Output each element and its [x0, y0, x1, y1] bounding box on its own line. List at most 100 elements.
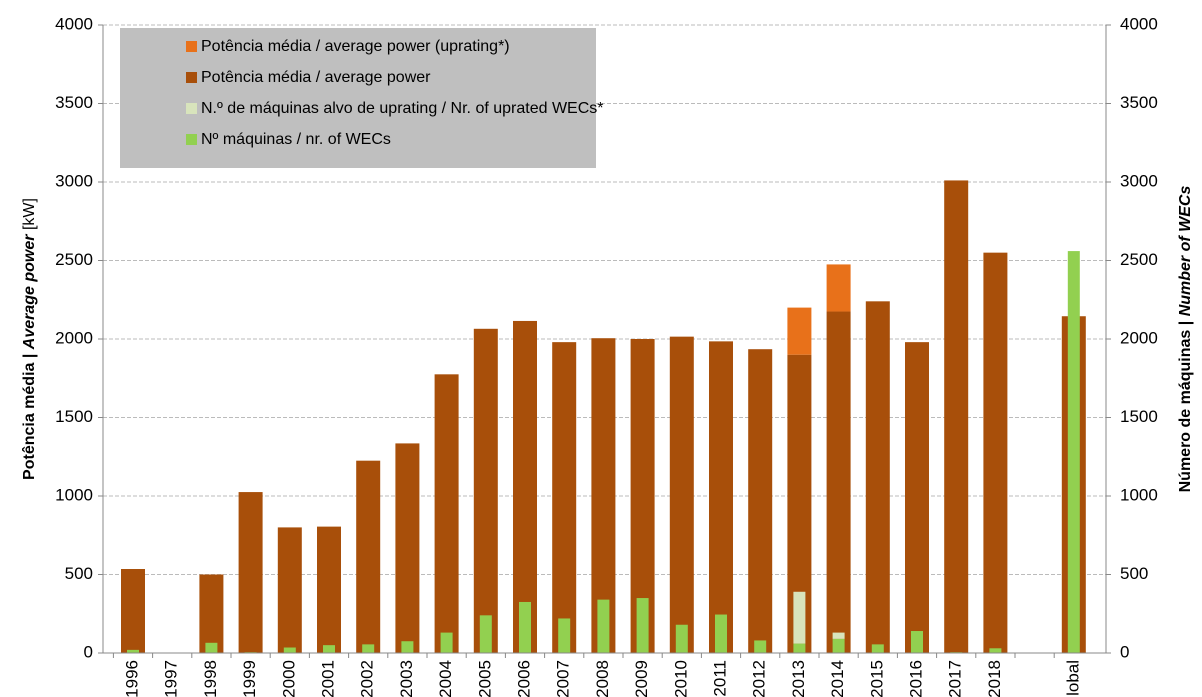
x-tick-label: 2008: [593, 660, 612, 697]
bar: [199, 574, 224, 653]
x-tick-label: 2004: [436, 660, 455, 697]
bar: [121, 569, 145, 653]
x-tick-label: 2014: [828, 660, 847, 697]
bar: [127, 649, 139, 653]
y-tick-label: 3500: [55, 93, 93, 112]
legend-label: N.º de máquinas alvo de uprating / Nr. o…: [201, 100, 604, 117]
x-tick-label: 2005: [475, 660, 494, 697]
x-tick-label: 2010: [671, 660, 690, 697]
legend-label: Nº máquinas / nr. of WECs: [201, 131, 391, 148]
x-tick-label: Global: [1063, 660, 1082, 697]
y2-tick-label: 2000: [1120, 328, 1158, 347]
legend-box: [120, 28, 596, 168]
legend-swatch: [186, 134, 197, 145]
bar: [401, 641, 414, 653]
bar: [709, 341, 733, 653]
bar: [317, 526, 341, 653]
y2-axis-title: Número de máquinas | Number of WECs: [1177, 186, 1194, 493]
x-tick-label: 2009: [632, 660, 651, 697]
bar: [636, 598, 649, 653]
bar: [277, 527, 302, 653]
bar: [205, 642, 218, 653]
y-tick-label: 2000: [55, 328, 93, 347]
legend-swatch: [186, 41, 197, 52]
y-axis-title: Potência média | Average power [kW]: [21, 198, 38, 480]
bar: [362, 644, 375, 653]
y2-tick-label: 500: [1120, 564, 1148, 583]
y2-tick-label: 3000: [1120, 171, 1158, 190]
bar: [871, 644, 884, 653]
x-tick-label: 2018: [985, 660, 1004, 697]
bar: [1067, 251, 1080, 653]
bar: [793, 643, 806, 653]
legend-label: Potência média / average power (uprating…: [201, 38, 510, 55]
y-tick-label: 1500: [55, 407, 93, 426]
x-tick-label: 2011: [710, 660, 729, 697]
legend-swatch: [186, 72, 197, 83]
bar: [865, 301, 890, 653]
y2-title-part: Number of WECs: [1177, 186, 1194, 317]
bar: [669, 336, 694, 653]
y-title-part: Potência média |: [21, 349, 38, 480]
bar: [440, 632, 453, 653]
bar: [597, 599, 610, 653]
y-title-part: Average power: [21, 234, 38, 350]
y2-tick-label: 4000: [1120, 14, 1158, 33]
y2-title-part: Número de máquinas |: [1177, 316, 1194, 492]
bar: [323, 645, 335, 653]
bar: [793, 591, 806, 644]
legend-label: Potência média / average power: [201, 69, 431, 86]
bar: [905, 342, 929, 653]
bar: [983, 252, 1008, 653]
x-tick-label: 2007: [554, 660, 573, 697]
bar: [473, 328, 498, 653]
y2-tick-label: 2500: [1120, 250, 1158, 269]
bar: [826, 264, 851, 312]
x-tick-label: 1997: [162, 660, 181, 697]
y-tick-label: 0: [84, 642, 93, 661]
x-tick-label: 2012: [750, 660, 769, 697]
bar: [826, 311, 851, 653]
bar: [395, 443, 420, 653]
x-tick-label: 2016: [906, 660, 925, 697]
bar: [675, 624, 688, 653]
bar: [519, 601, 531, 653]
bar: [754, 640, 767, 653]
bar: [911, 631, 923, 653]
bar: [356, 460, 381, 653]
x-tick-label: 2002: [358, 660, 377, 697]
bar: [832, 638, 845, 653]
bar: [787, 307, 812, 355]
x-tick-label: 2001: [318, 660, 337, 697]
bar: [238, 492, 263, 653]
legend: Potência média / average power (uprating…: [120, 28, 604, 168]
y-tick-label: 1000: [55, 485, 93, 504]
y-tick-label: 2500: [55, 250, 93, 269]
bar: [434, 374, 459, 653]
y-tick-label: 4000: [55, 14, 93, 33]
bar: [748, 349, 773, 653]
y2-tick-label: 1000: [1120, 485, 1158, 504]
bar: [832, 632, 845, 639]
y-tick-label: 500: [65, 564, 93, 583]
x-tick-label: 1999: [240, 660, 259, 697]
bar: [513, 320, 537, 653]
bar: [283, 647, 296, 653]
bar: [479, 615, 492, 653]
bar: [715, 614, 727, 653]
x-tick-label: 1998: [201, 660, 220, 697]
x-tick-label: 2000: [279, 660, 298, 697]
y2-tick-label: 3500: [1120, 93, 1158, 112]
x-tick-label: 2017: [946, 660, 965, 697]
x-tick-label: 1996: [122, 660, 141, 697]
legend-swatch: [186, 103, 197, 114]
y-tick-label: 3000: [55, 171, 93, 190]
bar: [558, 618, 571, 653]
x-tick-label: 2013: [789, 660, 808, 697]
x-tick-label: 2015: [867, 660, 886, 697]
x-tick-label: 2003: [397, 660, 416, 697]
x-tick-label: 2006: [514, 660, 533, 697]
y2-tick-label: 1500: [1120, 407, 1158, 426]
bar: [944, 180, 969, 653]
